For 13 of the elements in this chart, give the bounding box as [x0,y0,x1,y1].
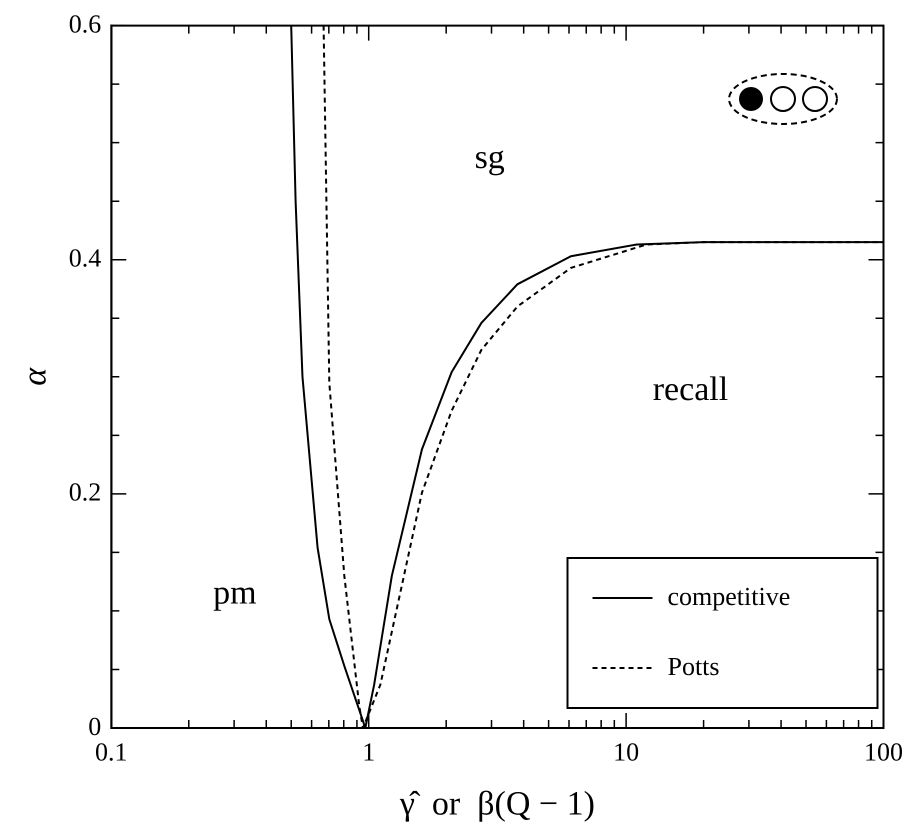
y-axis-title: α [16,366,54,386]
x-tick-label: 10 [613,737,640,766]
x-tick-label: 1 [362,737,376,766]
x-axis-title: γ̂ or β(Q − 1) [398,786,595,823]
x-tick-label: 100 [864,737,903,766]
annotation: recall [652,370,728,408]
y-tick-label: 0.6 [68,9,102,38]
y-tick-label: 0.4 [68,244,102,273]
legend-label: competitive [668,582,790,611]
annotation: sg [474,138,505,176]
legend-label: Potts [668,652,720,681]
annotation: pm [213,574,257,612]
y-tick-label: 0.2 [68,478,102,507]
